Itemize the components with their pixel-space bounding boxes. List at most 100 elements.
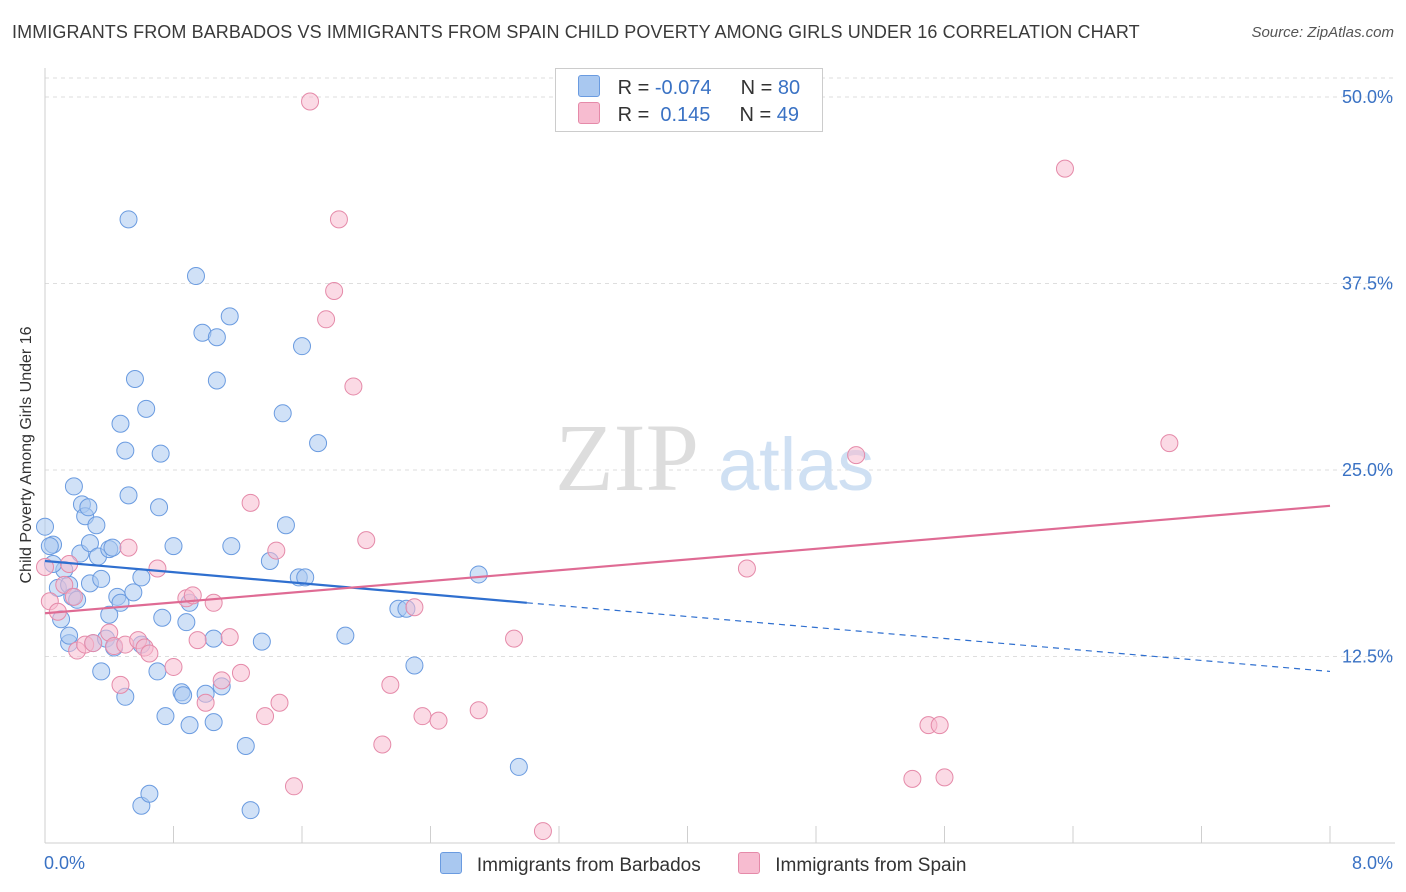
stats-legend: R = -0.074 N = 80 R = 0.145 N = 49 bbox=[555, 68, 823, 132]
barbados-point bbox=[116, 441, 135, 460]
spain-point bbox=[196, 693, 215, 712]
spain-point bbox=[36, 557, 54, 576]
x-tick-label-min: 0.0% bbox=[44, 853, 85, 873]
barbados-point bbox=[92, 569, 111, 588]
spain-point bbox=[188, 631, 207, 650]
barbados-point bbox=[137, 399, 156, 418]
spain-point bbox=[64, 587, 83, 606]
legend-label-spain: Immigrants from Spain bbox=[775, 855, 967, 876]
spain-point bbox=[164, 657, 183, 676]
spain-point bbox=[1160, 434, 1179, 453]
spain-point bbox=[325, 281, 344, 300]
spain-point bbox=[267, 541, 286, 560]
spain-point bbox=[847, 446, 866, 465]
gridlines bbox=[45, 77, 1395, 657]
barbados-point bbox=[111, 414, 130, 433]
spain-point bbox=[212, 671, 231, 690]
barbados-point bbox=[293, 337, 311, 356]
barbados-point bbox=[148, 662, 167, 681]
spain-point bbox=[204, 593, 223, 612]
spain-point bbox=[381, 675, 400, 694]
y-tick-label: 50.0% bbox=[1342, 87, 1393, 107]
spain-point bbox=[119, 538, 138, 557]
legend-r-label: R = bbox=[617, 104, 655, 126]
barbados-point bbox=[79, 498, 98, 517]
barbados-point bbox=[241, 801, 260, 820]
legend-n-label: N = bbox=[740, 77, 778, 99]
barbados-point bbox=[509, 757, 528, 776]
legend-swatch-spain bbox=[738, 852, 760, 874]
axes bbox=[44, 68, 1395, 844]
y-tick-label: 37.5% bbox=[1342, 274, 1393, 294]
spain-point bbox=[140, 644, 159, 663]
legend-label-barbados: Immigrants from Barbados bbox=[476, 855, 701, 876]
spain-point bbox=[935, 768, 954, 787]
x-tick-label-max: 8.0% bbox=[1352, 853, 1393, 873]
spain-point bbox=[357, 531, 376, 550]
spain-point bbox=[469, 701, 488, 720]
watermark: ZIP atlas bbox=[555, 404, 874, 511]
barbados-point bbox=[186, 267, 205, 286]
spain-point bbox=[1055, 159, 1074, 178]
spain-points bbox=[36, 92, 1179, 841]
barbados-points bbox=[36, 210, 528, 820]
barbados-point bbox=[220, 307, 239, 326]
spain-point bbox=[220, 628, 239, 647]
spain-point bbox=[111, 675, 130, 694]
series-legend: Immigrants from Barbados Immigrants from… bbox=[0, 852, 1406, 877]
spain-point bbox=[256, 707, 275, 726]
spain-point bbox=[231, 663, 250, 682]
barbados-point bbox=[40, 537, 59, 556]
spain-point bbox=[405, 598, 424, 617]
chart-source: Source: ZipAtlas.com bbox=[1251, 24, 1394, 41]
watermark-atlas: atlas bbox=[718, 423, 874, 506]
spain-point bbox=[413, 707, 432, 726]
legend-swatch-spain bbox=[578, 102, 600, 124]
barbados-point bbox=[140, 784, 159, 803]
barbados-point bbox=[273, 404, 292, 423]
barbados-point bbox=[207, 371, 226, 390]
y-tick-label: 25.0% bbox=[1342, 460, 1393, 480]
y-tick-label: 12.5% bbox=[1342, 647, 1393, 667]
legend-n-value-barbados: 80 bbox=[777, 77, 801, 99]
legend-row-barbados: R = -0.074 N = 80 bbox=[578, 75, 800, 99]
barbados-trend-extension bbox=[526, 602, 1331, 673]
barbados-point bbox=[309, 434, 328, 453]
spain-point bbox=[903, 769, 922, 788]
legend-item-barbados[interactable]: Immigrants from Barbados bbox=[439, 852, 701, 877]
barbados-point bbox=[36, 517, 54, 536]
spain-point bbox=[533, 822, 552, 841]
barbados-point bbox=[156, 707, 175, 726]
barbados-point bbox=[180, 716, 199, 735]
spain-point bbox=[373, 735, 392, 754]
barbados-point bbox=[177, 613, 196, 632]
spain-point bbox=[317, 310, 336, 329]
barbados-point bbox=[336, 626, 355, 645]
spain-trend-line bbox=[44, 504, 1331, 615]
barbados-point bbox=[80, 534, 99, 553]
barbados-point bbox=[60, 626, 79, 645]
legend-n-value-spain: 49 bbox=[776, 104, 800, 126]
barbados-point bbox=[150, 498, 169, 517]
spain-point bbox=[284, 777, 303, 796]
barbados-point bbox=[204, 629, 223, 648]
barbados-point bbox=[92, 662, 111, 681]
spain-point bbox=[737, 559, 756, 578]
spain-point bbox=[344, 377, 363, 396]
barbados-point bbox=[222, 537, 241, 556]
spain-point bbox=[429, 711, 448, 730]
legend-swatch-barbados bbox=[578, 75, 600, 97]
chart-title: IMMIGRANTS FROM BARBADOS VS IMMIGRANTS F… bbox=[12, 22, 1140, 42]
barbados-trend-line bbox=[44, 559, 527, 604]
barbados-point bbox=[103, 538, 122, 557]
trend-lines bbox=[44, 504, 1331, 673]
barbados-point bbox=[405, 656, 424, 675]
barbados-point bbox=[276, 516, 295, 535]
tick-labels: 12.5% 25.0% 37.5% 50.0% 0.0% 8.0% bbox=[44, 87, 1393, 873]
legend-item-spain[interactable]: Immigrants from Spain bbox=[738, 852, 966, 877]
legend-r-value-spain: 0.145 bbox=[654, 104, 711, 126]
spain-point bbox=[301, 92, 320, 111]
spain-point bbox=[55, 575, 74, 594]
legend-row-spain: R = 0.145 N = 49 bbox=[578, 102, 799, 126]
